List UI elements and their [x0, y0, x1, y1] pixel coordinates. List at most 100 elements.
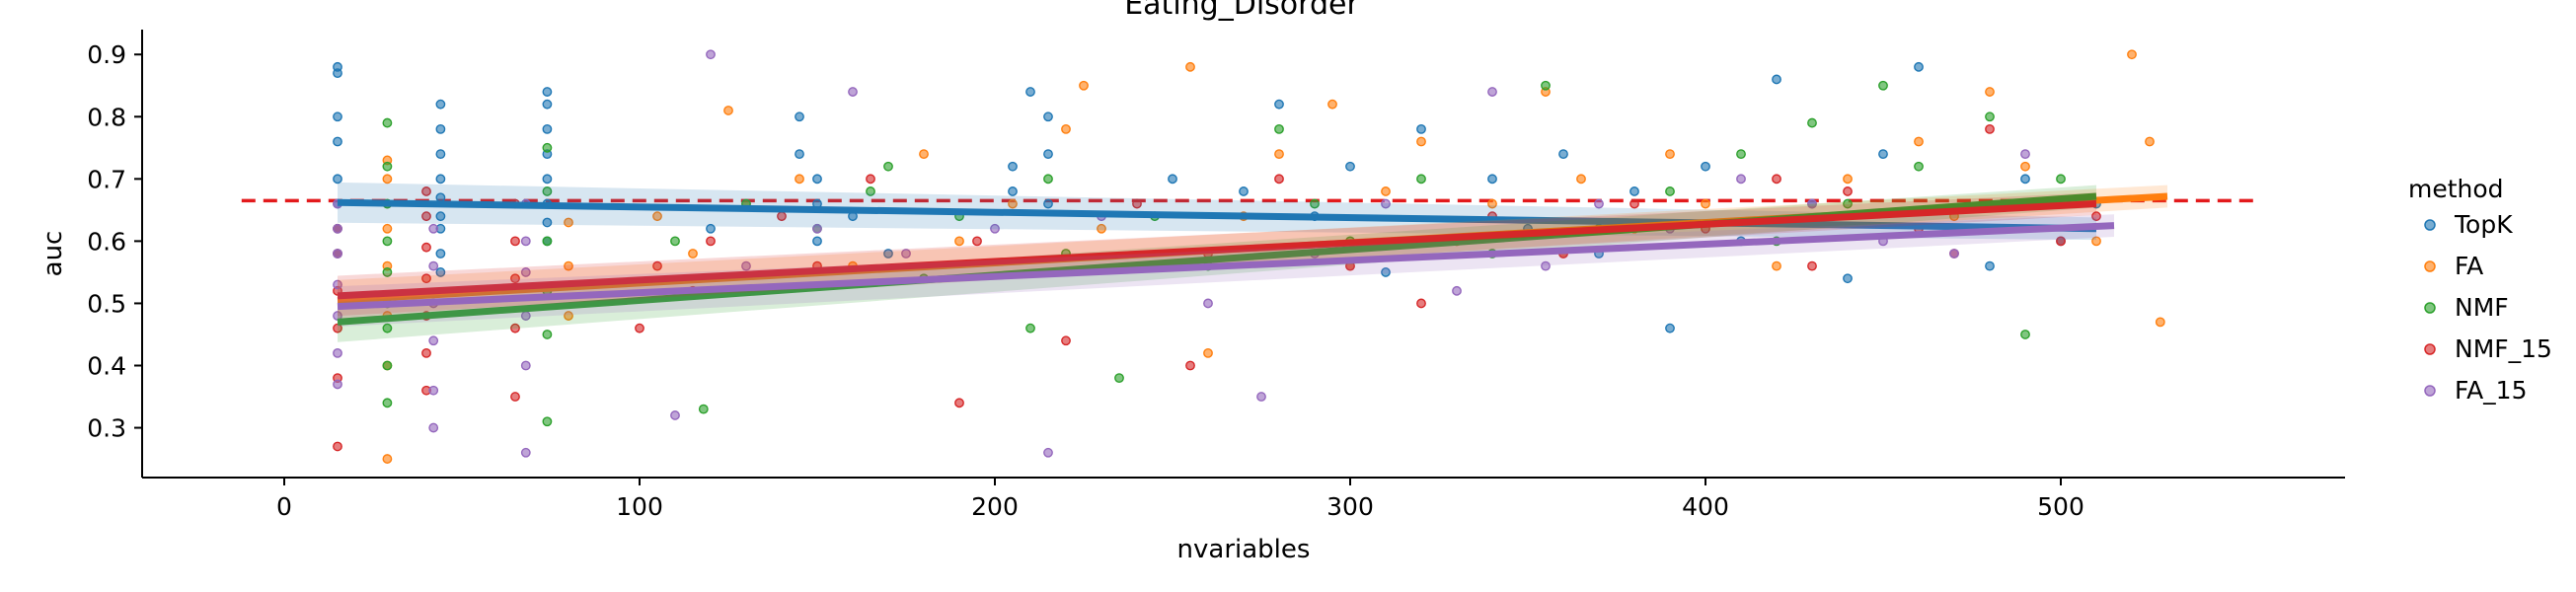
- scatter-point: [564, 217, 573, 228]
- x-ticks: 0 100 200 300 400 500: [276, 478, 2084, 521]
- scatter-point: [1541, 80, 1551, 91]
- scatter-point: [428, 385, 439, 396]
- scatter-point: [706, 236, 716, 247]
- scatter-point: [954, 398, 964, 408]
- scatter-point: [1239, 186, 1249, 196]
- scatter-point: [1807, 260, 1817, 271]
- scatter-point: [2155, 317, 2165, 328]
- scatter-point: [1487, 87, 1497, 97]
- scatter-point: [1168, 174, 1177, 185]
- scatter-point: [1416, 298, 1426, 309]
- scatter-point: [1256, 392, 1266, 402]
- scatter-point: [1381, 267, 1391, 277]
- scatter-point: [670, 236, 680, 247]
- scatter-point: [542, 416, 553, 427]
- scatter-point: [510, 236, 520, 247]
- scatter-point: [382, 117, 393, 128]
- scatter-point: [901, 249, 911, 259]
- x-tick-label: 200: [971, 492, 1019, 521]
- scatter-point: [706, 223, 716, 234]
- scatter-point: [1061, 335, 1071, 346]
- x-tick-label: 300: [1326, 492, 1374, 521]
- scatter-point: [435, 99, 446, 110]
- scatter-point: [333, 323, 342, 333]
- scatter-point: [883, 161, 893, 172]
- scatter-point: [510, 323, 520, 333]
- scatter-point: [1772, 174, 1781, 185]
- scatter-point: [1416, 174, 1426, 185]
- scatter-point: [382, 223, 393, 234]
- scatter-point: [333, 347, 342, 358]
- fit-line-topk: [337, 198, 2097, 233]
- x-tick-label: 500: [2037, 492, 2084, 521]
- scatter-point: [1843, 174, 1853, 185]
- scatter-point: [1452, 285, 1462, 296]
- scatter-point: [866, 174, 875, 185]
- scatter-point: [866, 186, 875, 196]
- scatter-point: [1772, 260, 1781, 271]
- scatter-point: [1576, 174, 1586, 185]
- y-tick-label: 0.9: [87, 40, 126, 69]
- scatter-point: [1008, 186, 1018, 196]
- scatter-point: [1203, 347, 1213, 358]
- scatter-point: [520, 447, 531, 458]
- scatter-point: [510, 273, 520, 284]
- scatter-point: [421, 273, 431, 284]
- scatter-point: [333, 279, 342, 290]
- scatter-point: [1665, 186, 1675, 196]
- scatter-point: [1274, 99, 1284, 110]
- scatter-point: [1381, 198, 1391, 209]
- scatter-point: [1985, 123, 1995, 134]
- scatter-point: [883, 249, 893, 259]
- scatter-point: [1807, 117, 1817, 128]
- scatter-point: [542, 142, 553, 153]
- legend-marker-nmf_15: [2424, 343, 2436, 355]
- scatter-point: [1701, 198, 1710, 209]
- y-tick-label: 0.7: [87, 165, 126, 193]
- scatter-point: [1736, 149, 1746, 160]
- legend-marker-topk: [2424, 219, 2436, 231]
- scatter-point: [1843, 198, 1853, 209]
- scatter-point: [1043, 111, 1053, 122]
- scatter-point: [848, 87, 858, 97]
- scatter-point: [2020, 330, 2030, 339]
- scatter-point: [1185, 61, 1195, 72]
- x-tick-label: 100: [616, 492, 663, 521]
- scatter-point: [435, 267, 446, 277]
- scatter-point: [382, 174, 393, 185]
- scatter-point: [2020, 174, 2030, 185]
- scatter-point: [954, 236, 964, 247]
- scatter-point: [688, 249, 698, 259]
- scatter-point: [421, 347, 431, 358]
- scatter-point: [1985, 260, 1995, 271]
- scatter-point: [812, 223, 822, 234]
- scatter-point: [542, 87, 553, 97]
- scatter-point: [1629, 198, 1639, 209]
- scatter-point: [919, 149, 929, 160]
- scatter-point: [1185, 360, 1195, 371]
- scatter-point: [1043, 198, 1053, 209]
- scatter-point: [333, 68, 342, 79]
- scatter-point: [1629, 186, 1639, 196]
- scatter-point: [795, 174, 804, 185]
- scatter-point: [382, 161, 393, 172]
- scatter-point: [795, 111, 804, 122]
- scatter-point: [542, 217, 553, 228]
- scatter-point: [990, 223, 1000, 234]
- scatter-point: [1487, 174, 1497, 185]
- scatter-point: [1416, 136, 1426, 147]
- scatter-point: [812, 236, 822, 247]
- scatter-point: [1985, 111, 1995, 122]
- x-tick-label: 0: [276, 492, 292, 521]
- scatter-point: [1736, 174, 1746, 185]
- scatter-point: [2020, 161, 2030, 172]
- scatter-point: [635, 323, 644, 333]
- legend-marker-nmf: [2424, 302, 2436, 314]
- scatter-point: [972, 236, 982, 247]
- legend: method TopK FA NMF NMF_15 FA_15: [2408, 175, 2552, 405]
- scatter-point: [382, 323, 393, 333]
- scatter-point: [382, 454, 393, 464]
- scatter-point: [1772, 74, 1781, 85]
- series-fa: [382, 49, 2165, 464]
